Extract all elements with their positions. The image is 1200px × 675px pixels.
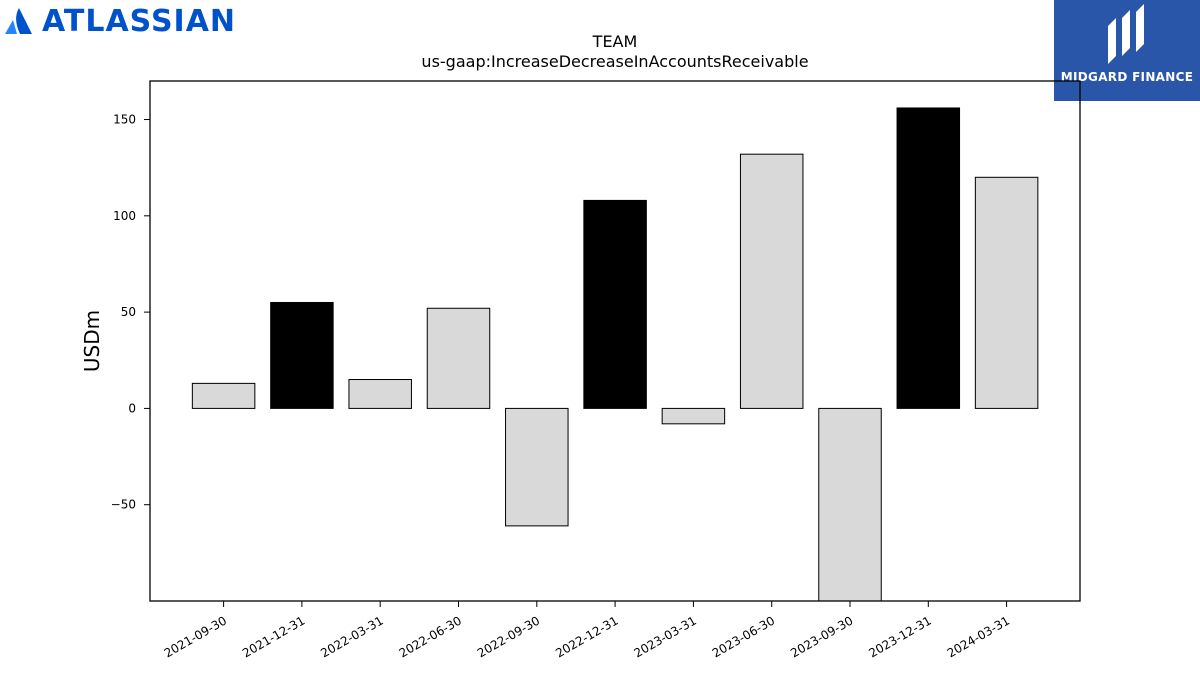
y-tick-label: 150 bbox=[113, 113, 136, 127]
bar bbox=[739, 153, 804, 409]
x-tick-label: 2022-09-30 bbox=[475, 613, 542, 660]
bar bbox=[505, 407, 569, 527]
midgard-mark-icon bbox=[1108, 4, 1144, 64]
x-tick-label: 2023-12-31 bbox=[866, 613, 933, 660]
bar bbox=[348, 379, 412, 409]
bar bbox=[974, 176, 1039, 409]
midgard-finance-logo: MIDGARD FINANCE bbox=[1054, 0, 1200, 101]
bar bbox=[426, 307, 491, 409]
atlassian-logo: ATLASSIAN bbox=[4, 3, 237, 39]
x-tick-label: 2022-12-31 bbox=[553, 613, 620, 660]
bar bbox=[270, 301, 334, 409]
y-tick-label: 50 bbox=[121, 305, 136, 319]
x-tick-label: 2023-03-31 bbox=[631, 613, 698, 660]
midgard-wordmark: MIDGARD FINANCE bbox=[1060, 70, 1194, 84]
x-tick-label: 2021-12-31 bbox=[240, 613, 307, 660]
x-tick-label: 2023-09-30 bbox=[788, 613, 855, 660]
y-tick-label: −50 bbox=[111, 498, 136, 512]
bar bbox=[661, 407, 726, 425]
x-tick-label: 2022-03-31 bbox=[318, 613, 385, 660]
x-tick-label: 2024-03-31 bbox=[945, 613, 1012, 660]
bar bbox=[191, 382, 256, 409]
chart-title: TEAM bbox=[592, 32, 638, 51]
y-tick-label: 100 bbox=[113, 209, 136, 223]
bar bbox=[583, 199, 647, 409]
bar bbox=[896, 107, 961, 409]
chart-subtitle: us-gaap:IncreaseDecreaseInAccountsReceiv… bbox=[421, 52, 809, 71]
y-axis-label: USDm bbox=[80, 310, 104, 372]
atlassian-wordmark: ATLASSIAN bbox=[42, 3, 237, 39]
x-tick-label: 2022-06-30 bbox=[397, 613, 464, 660]
x-tick-label: 2021-09-30 bbox=[162, 613, 229, 660]
bar bbox=[818, 407, 882, 602]
y-tick-label: 0 bbox=[128, 401, 136, 415]
atlassian-mark-icon bbox=[5, 8, 32, 34]
x-tick-label: 2023-06-30 bbox=[710, 613, 777, 660]
